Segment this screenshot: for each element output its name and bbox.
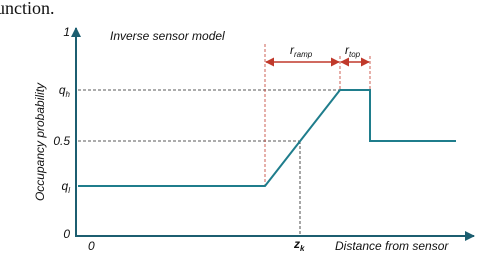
model-curve (78, 89, 456, 187)
title: Inverse sensor model (110, 29, 225, 43)
x-label: 0 (88, 239, 95, 253)
header-fragment: unction. (0, 0, 55, 18)
x-label: zk (293, 237, 305, 253)
y-axis-label: Occupancy probability (33, 82, 47, 201)
guides (78, 89, 340, 236)
axes (71, 27, 475, 241)
span-label: rtop (345, 43, 361, 59)
y-label: ql (62, 179, 71, 195)
y-label: 0 (63, 227, 70, 241)
y-label: 1 (63, 25, 70, 39)
y-label: 0.5 (53, 134, 70, 148)
x-axis-label: Distance from sensor (335, 239, 449, 253)
red-guides (264, 44, 371, 186)
y-label: qh (59, 83, 71, 99)
span-label: rramp (290, 43, 313, 59)
